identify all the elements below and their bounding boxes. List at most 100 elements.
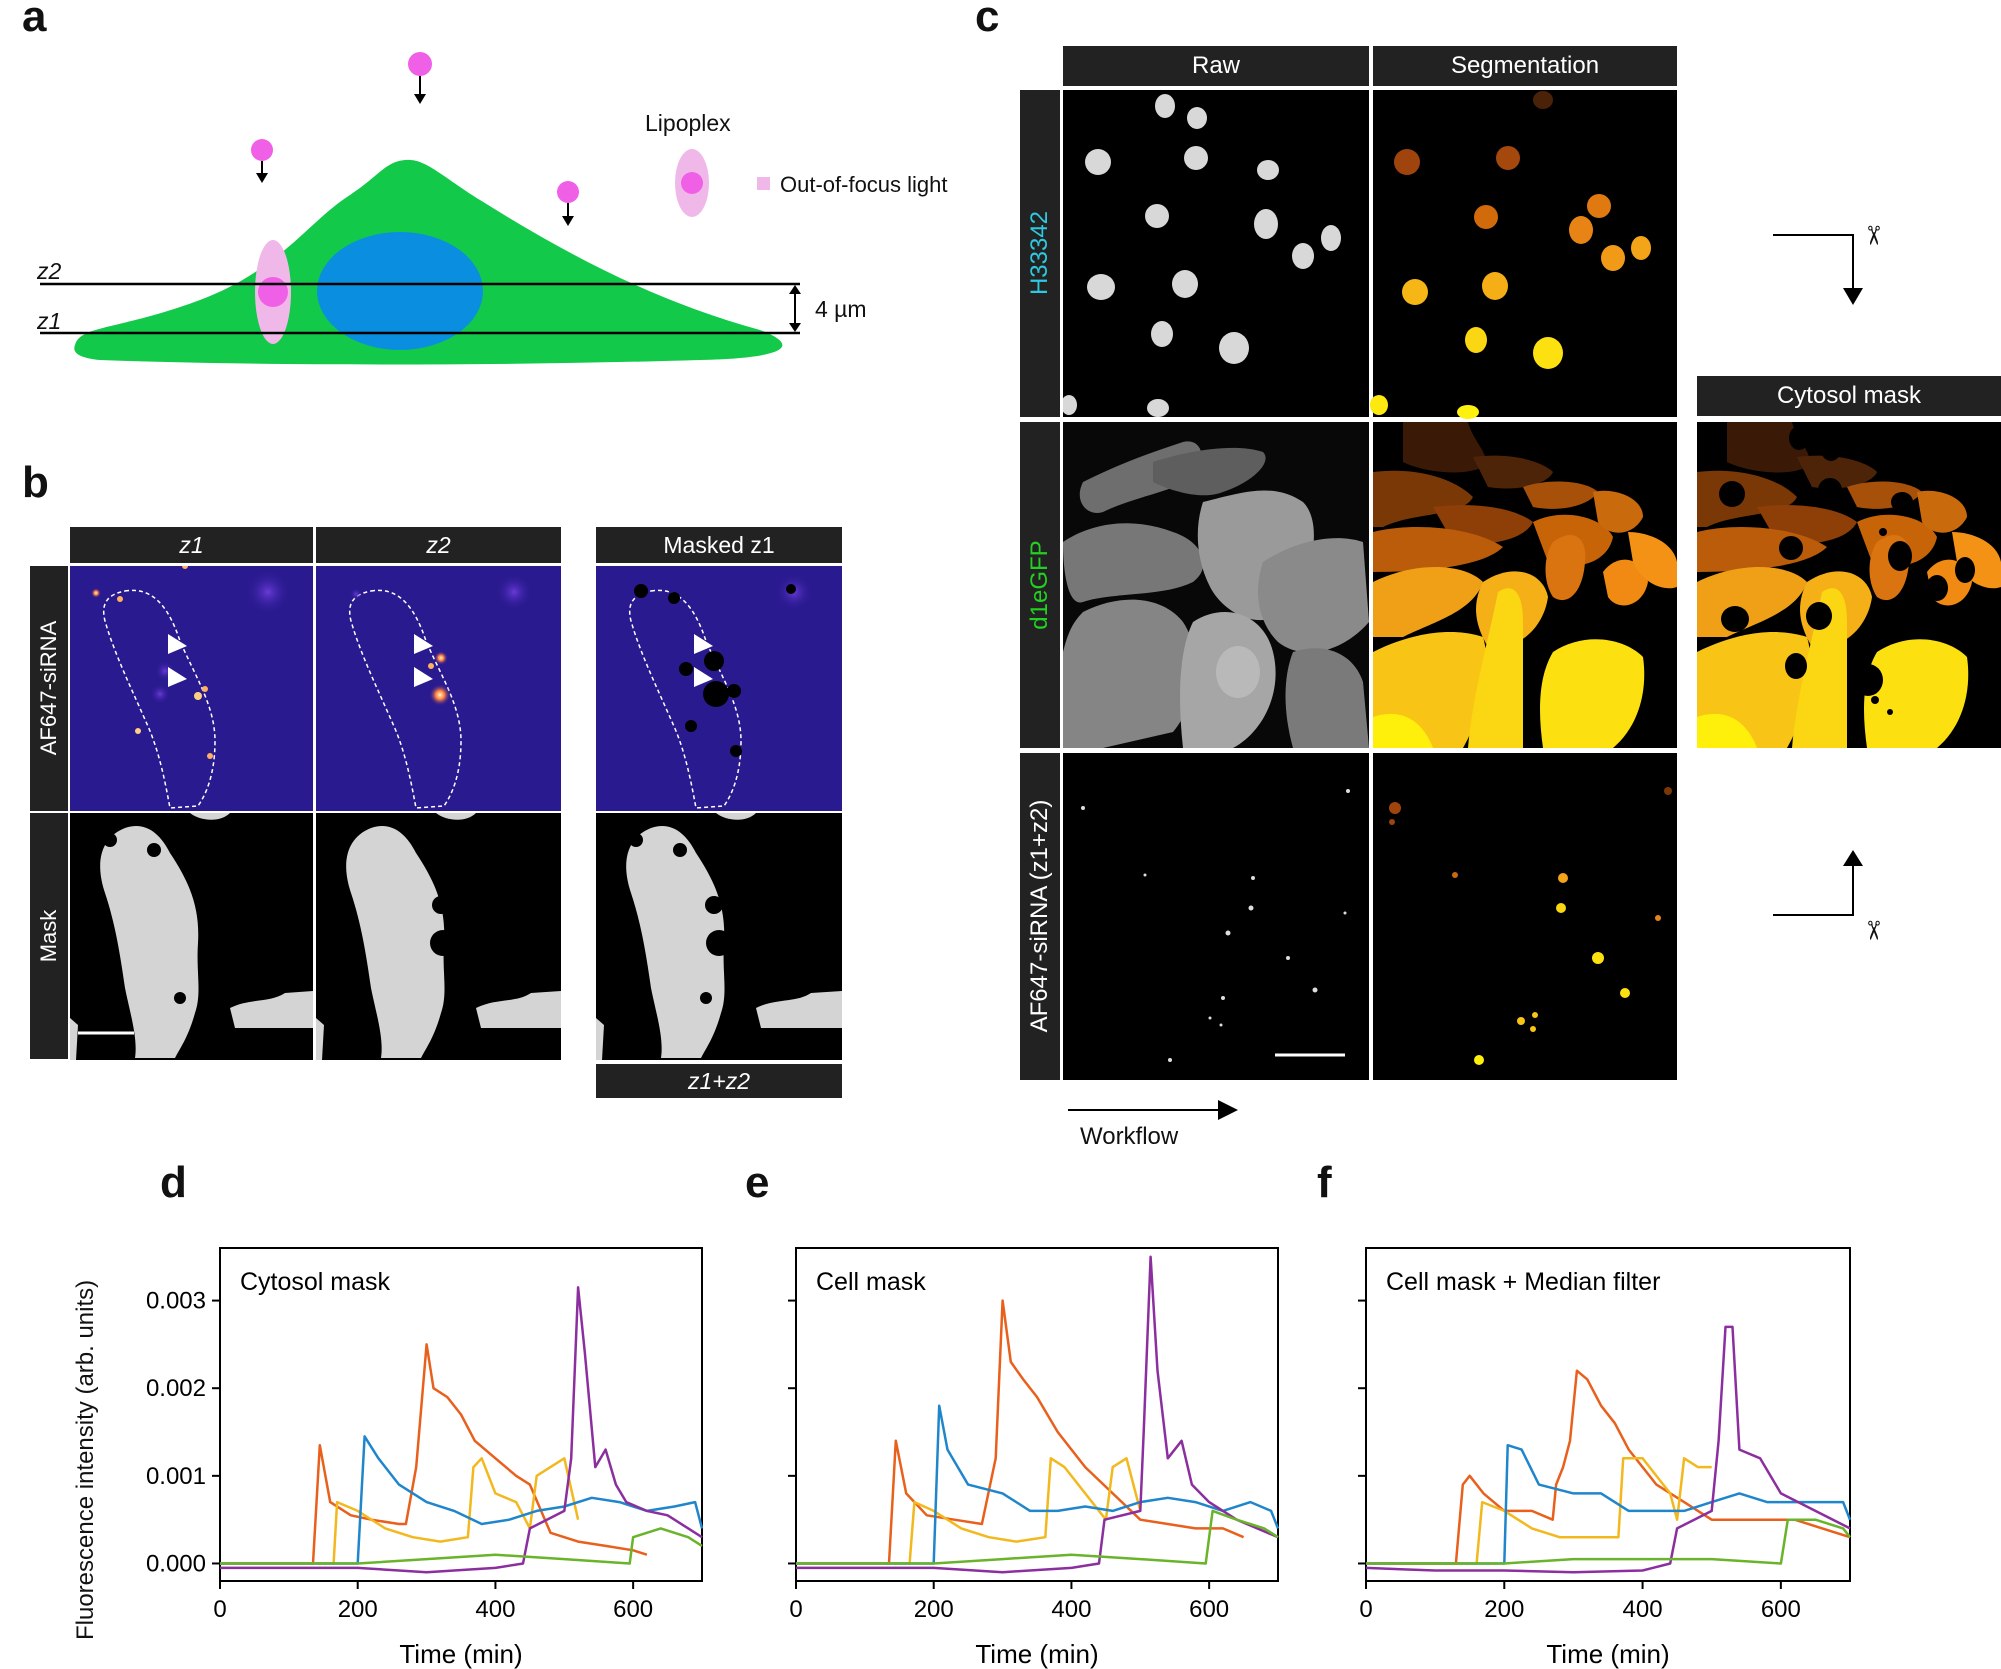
b-image-z2	[316, 566, 561, 811]
legend-glow-swatch	[757, 177, 770, 190]
chart-title: Cell mask	[816, 1268, 926, 1296]
workflow-label: Workflow	[1080, 1123, 1179, 1150]
chart-title: Cytosol mask	[240, 1268, 391, 1296]
c-raw-h33342	[1063, 90, 1369, 417]
y-tick-label: 0.003	[146, 1288, 206, 1315]
b-image-masked	[596, 566, 842, 811]
series-line-yellow	[1366, 1457, 1712, 1565]
x-tick-label: 200	[914, 1596, 954, 1623]
b-col-header-z2: z2	[316, 527, 561, 563]
c-seg-h33342	[1370, 90, 1677, 419]
b-row-label-sirna: AF647-siRNA	[36, 620, 61, 756]
series-line-green	[1366, 1518, 1851, 1565]
panel-letter-e: e	[745, 1158, 770, 1207]
b-row-label-box-sirna: AF647-siRNA	[30, 566, 68, 811]
series-line-purple	[1365, 1325, 1851, 1574]
b-mask-z2	[316, 813, 561, 1060]
x-tick-label: 600	[1189, 1596, 1229, 1623]
x-tick-label: 400	[1051, 1596, 1091, 1623]
b-bottom-label: z1+z2	[596, 1064, 842, 1098]
c-row-label-box-sirna: AF647-siRNA (z1+z2)	[1020, 753, 1060, 1080]
chart-frame	[1365, 1247, 1851, 1582]
b-col-header-z1: z1	[70, 527, 313, 563]
series-line-orange	[1366, 1369, 1851, 1565]
panel-letter-c: c	[975, 0, 1000, 41]
series-line-purple	[220, 1286, 703, 1574]
series-line-blue	[1366, 1443, 1852, 1565]
scissors-icon-top: ✂	[1858, 224, 1889, 247]
series-line-green	[796, 1509, 1279, 1565]
series-line-green	[220, 1527, 703, 1565]
panel-letter-d: d	[160, 1158, 187, 1207]
series-line-purple	[796, 1255, 1279, 1574]
c-raw-gfp	[1063, 422, 1369, 748]
c-col-header-seg: Segmentation	[1373, 46, 1677, 86]
y-tick-label: 0.000	[146, 1550, 206, 1577]
x-tick-label: 200	[338, 1596, 378, 1623]
workflow-arrow-down	[1773, 234, 1854, 290]
series-line-orange	[220, 1343, 648, 1565]
c-seg-sirna	[1373, 753, 1677, 1080]
x-axis-label: Time (min)	[399, 1639, 522, 1669]
c-row-label-gfp: d1eGFP	[1026, 540, 1053, 630]
lipoplex-1	[408, 52, 432, 76]
y-tick-label: 0.002	[146, 1375, 206, 1402]
b-mask-combined	[596, 813, 842, 1060]
x-tick-label: 400	[475, 1596, 515, 1623]
series-line-orange	[796, 1299, 1245, 1565]
line-charts: Cytosol mask 0 200 400 600 0.000 0.001 0.002 0.0…	[146, 1247, 1852, 1669]
chart-3: Cell mask + Median filter 0 200 400 600 Time …	[1358, 1247, 1852, 1669]
chart-2: Cell mask 0 200 400 600 Time (min)	[788, 1247, 1280, 1669]
z1-label: z1	[37, 308, 62, 334]
series-line-yellow	[796, 1457, 1142, 1565]
x-tick-label: 200	[1484, 1596, 1524, 1623]
x-tick-label: 0	[1359, 1596, 1372, 1623]
panel-b-images	[70, 566, 842, 1060]
x-tick-label: 400	[1623, 1596, 1663, 1623]
series-line-blue	[796, 1404, 1280, 1565]
panel-letter-b: b	[22, 458, 49, 507]
c-col-header-raw: Raw	[1063, 46, 1369, 86]
c-row-label-box-h: H33342	[1020, 90, 1060, 417]
workflow-arrow	[1068, 1100, 1238, 1120]
distance-label: 4 µm	[815, 296, 867, 322]
series-line-yellow	[220, 1457, 580, 1565]
scissors-icon-bottom: ✂	[1858, 919, 1889, 942]
c-row-label-box-gfp: d1eGFP	[1020, 422, 1060, 748]
lipoplex-in-cell	[258, 277, 288, 307]
chart-1: Cytosol mask 0 200 400 600 0.000 0.001 0.002 0.0…	[146, 1247, 704, 1669]
c-seg-gfp	[1373, 422, 1677, 748]
chart-title: Cell mask + Median filter	[1386, 1268, 1660, 1296]
x-axis-label: Time (min)	[975, 1639, 1098, 1669]
b-row-label-mask: Mask	[36, 909, 61, 963]
out-of-focus-label: Out-of-focus light	[780, 172, 948, 197]
x-tick-label: 600	[1761, 1596, 1801, 1623]
c-cytosol-mask-header: Cytosol mask	[1697, 376, 2001, 416]
chart-frame	[795, 1247, 1279, 1582]
panel-letter-f: f	[1317, 1158, 1332, 1207]
b-col-header-masked: Masked z1	[596, 527, 842, 563]
chart-frame	[219, 1247, 703, 1582]
x-axis-label: Time (min)	[1546, 1639, 1669, 1669]
workflow-arrow-up	[1773, 865, 1854, 916]
panel-c-images	[1063, 90, 2001, 1080]
lipoplex-label: Lipoplex	[645, 110, 731, 136]
c-raw-sirna	[1063, 753, 1369, 1080]
lipoplex-2	[251, 139, 273, 161]
x-tick-label: 0	[213, 1596, 226, 1623]
b-image-z1	[70, 566, 313, 811]
x-tick-label: 600	[613, 1596, 653, 1623]
b-mask-z1	[70, 813, 313, 1060]
c-cytosol-mask	[1697, 422, 2001, 748]
c-row-label-h: H33342	[1026, 210, 1053, 296]
series-line-blue	[220, 1435, 704, 1565]
y-tick-label: 0.001	[146, 1463, 206, 1490]
z2-label: z2	[37, 258, 62, 284]
legend-lipoplex-icon	[681, 172, 703, 194]
nucleus	[317, 232, 483, 350]
c-row-label-sirna: AF647-siRNA (z1+z2)	[1026, 799, 1053, 1033]
b-row-label-box-mask: Mask	[30, 813, 68, 1059]
panel-a-diagram	[40, 52, 801, 365]
panel-letter-a: a	[22, 0, 47, 41]
